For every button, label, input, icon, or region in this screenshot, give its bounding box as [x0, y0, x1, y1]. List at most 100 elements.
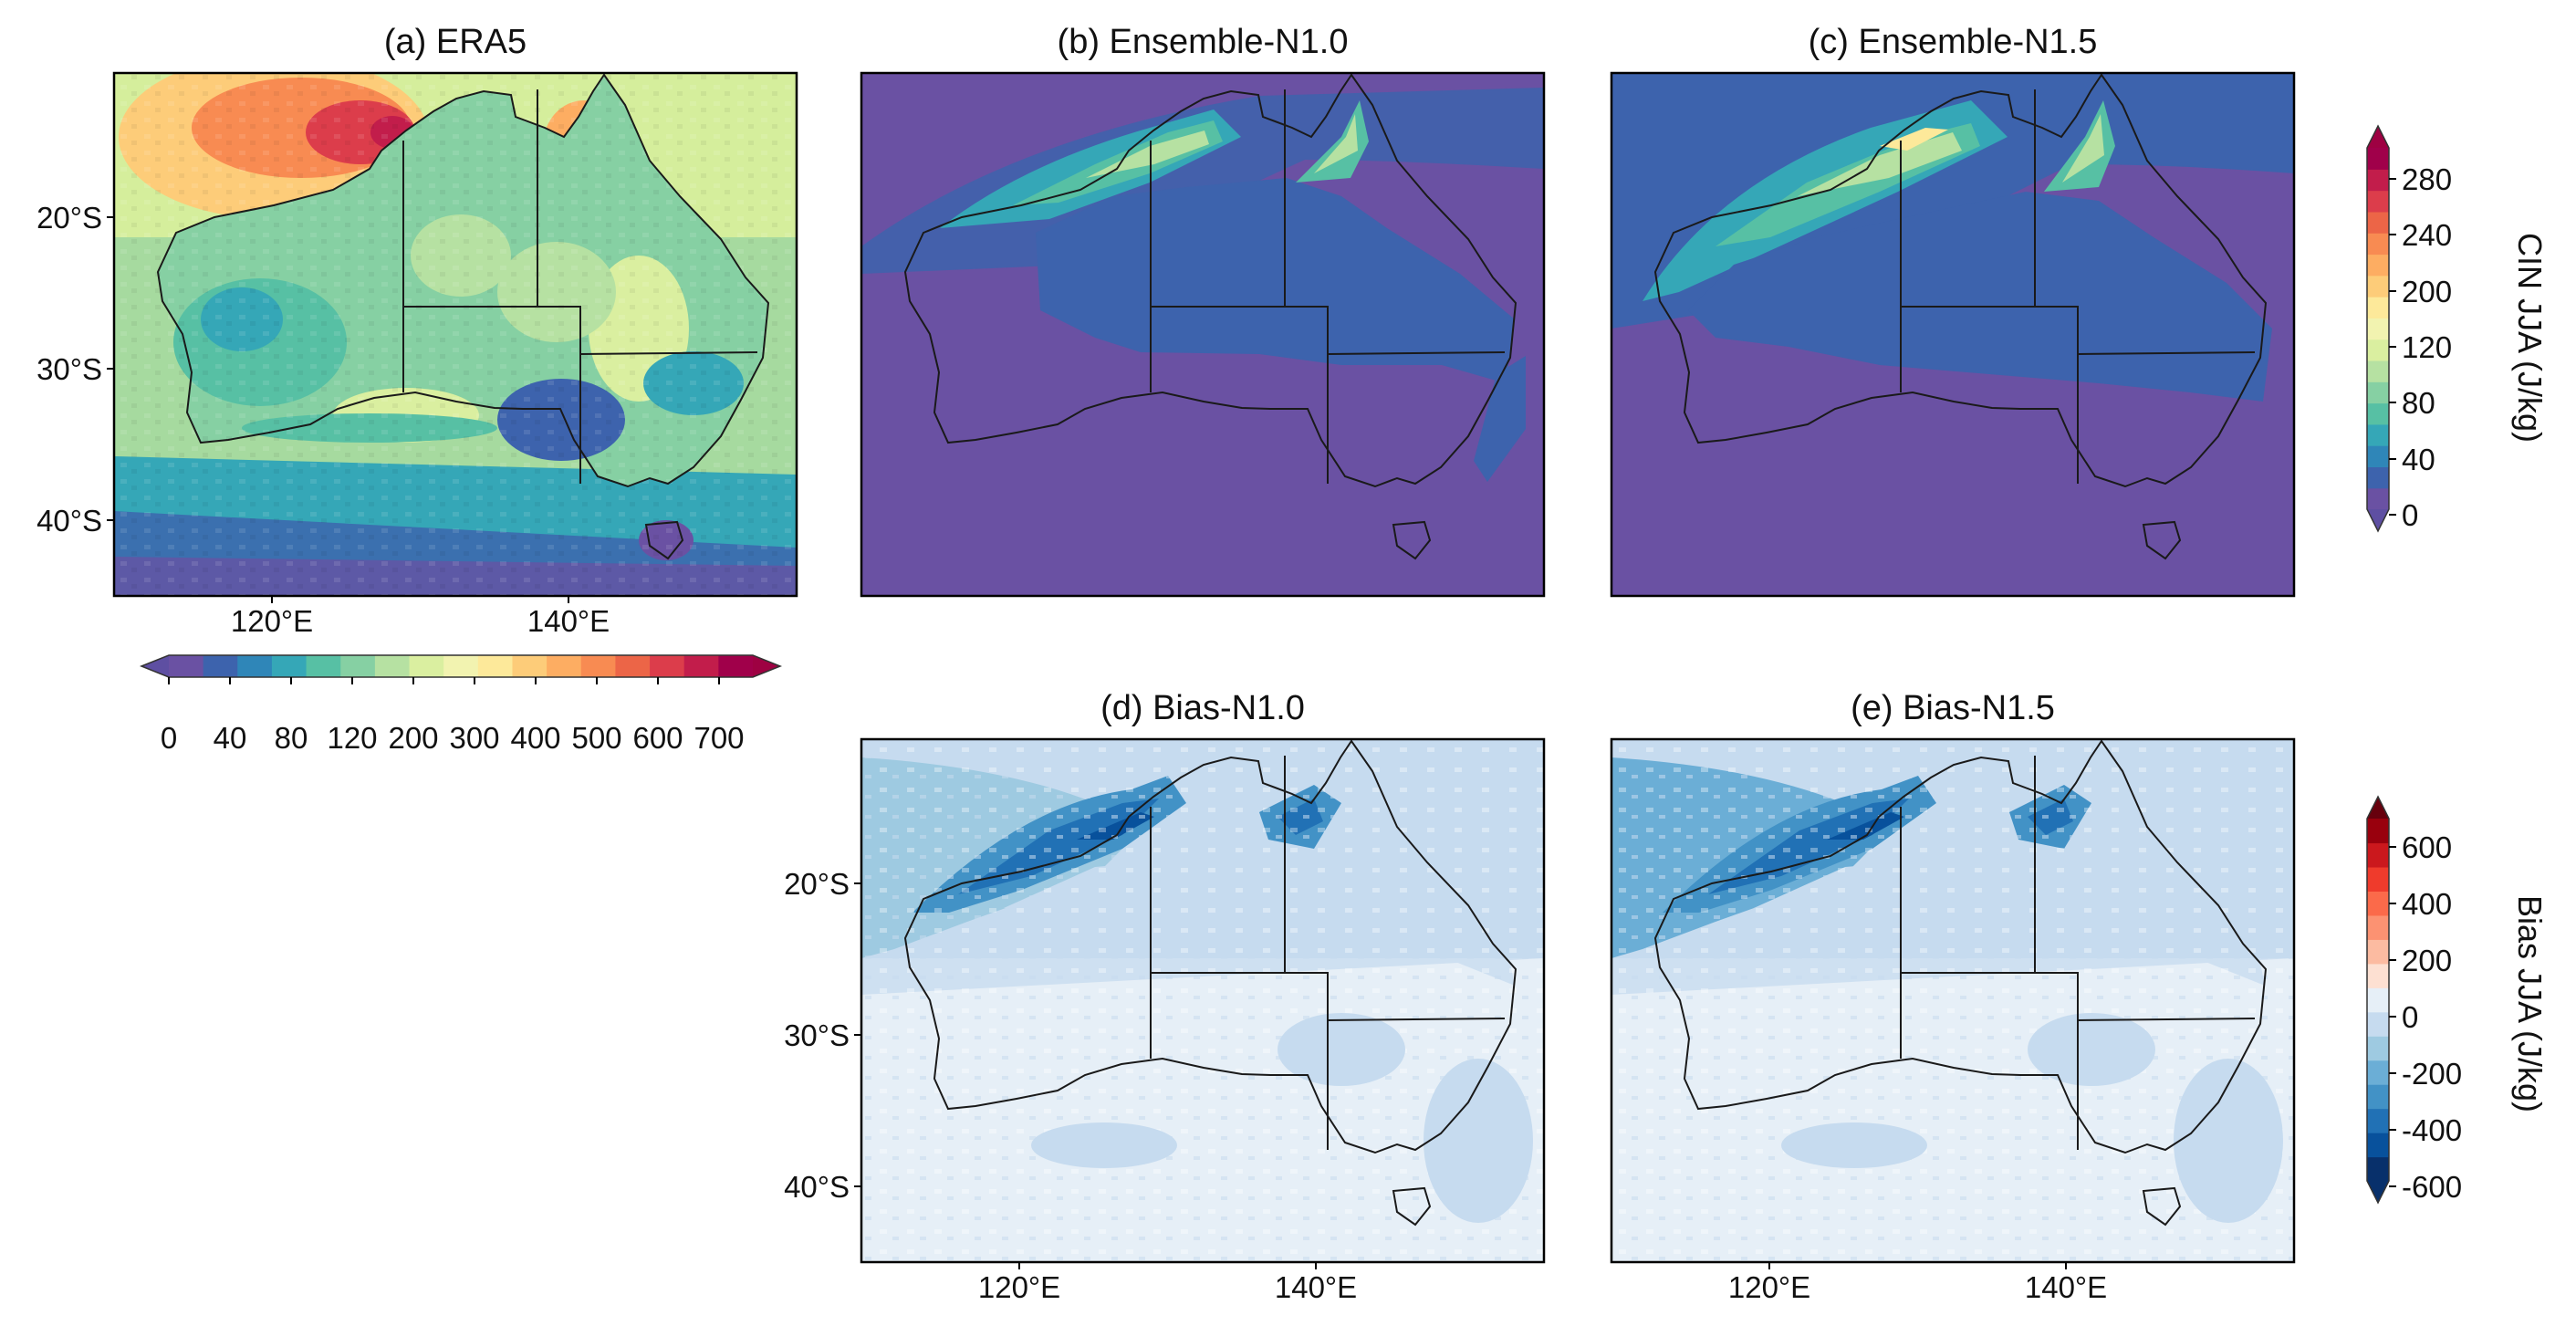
panel-e-lon-label-140: 140°E	[2025, 1270, 2107, 1304]
colorbar-ensemble-tick-label: 40	[2402, 443, 2435, 476]
colorbar-era5-tick-label: 40	[214, 721, 247, 755]
colorbar-ensemble-tick-label: 280	[2402, 162, 2452, 196]
colorbar-segment	[2367, 211, 2389, 234]
colorbar-segment	[2367, 466, 2389, 489]
panel-d-lat-ticks	[854, 882, 861, 1187]
colorbar-ensemble: 0 40 80 120 200 240 280 CIN JJA (J/kg)	[2366, 124, 2549, 533]
colorbar-segment	[2367, 963, 2389, 988]
panel-e: (e) Bias-N1.5 120°	[1610, 689, 2296, 1304]
colorbar-bias-tick-label: 400	[2402, 887, 2452, 921]
panel-a-lon-label-140: 140°E	[527, 604, 610, 638]
colorbar-segment	[2367, 402, 2389, 425]
colorbar-segment	[443, 655, 479, 677]
colorbar-bias-min-extension	[2367, 1181, 2389, 1203]
colorbar-segment	[650, 655, 685, 677]
colorbar-era5-tick-label: 700	[694, 721, 744, 755]
colorbar-segment	[683, 655, 719, 677]
colorbar-segment	[2367, 987, 2389, 1013]
panel-d-lat-label-20: 20°S	[784, 867, 850, 901]
colorbar-segment	[2367, 254, 2389, 277]
panel-a-lat-label-40: 40°S	[37, 504, 102, 538]
panel-e-coastline	[1653, 739, 2268, 1227]
colorbar-bias-tick-label: 200	[2402, 944, 2452, 977]
panel-d-frame	[860, 737, 1546, 1264]
colorbar-segment	[2367, 148, 2389, 170]
panel-a-lat-ticks	[107, 216, 114, 521]
colorbar-segment	[340, 655, 376, 677]
colorbar-segment	[2367, 1133, 2389, 1158]
colorbar-era5-tick-label: 0	[161, 721, 177, 755]
panel-c-coastline	[1653, 73, 2268, 560]
colorbar-segment	[2367, 423, 2389, 446]
panel-e-lon-ticks	[1768, 1262, 2067, 1269]
colorbar-bias-ticks	[2389, 846, 2396, 1187]
panel-a-lon-label-120: 120°E	[231, 604, 313, 638]
panel-d-coastline	[903, 739, 1517, 1227]
colorbar-segment	[2367, 1108, 2389, 1133]
panel-d-lon-ticks	[1018, 1262, 1317, 1269]
colorbar-era5-max-extension	[753, 655, 780, 677]
colorbar-ensemble-max-extension	[2367, 126, 2389, 148]
colorbar-era5: 0 40 80 120 200 300 400 500 600 700	[139, 654, 783, 755]
panel-b-title: (b) Ensemble-N1.0	[1058, 23, 1349, 61]
colorbar-segment	[374, 655, 411, 677]
colorbar-bias-tick-label: -600	[2402, 1170, 2462, 1204]
colorbar-bias-tick-label: 600	[2402, 830, 2452, 864]
colorbar-ensemble-tick-label: 120	[2402, 330, 2452, 364]
colorbar-segment	[512, 655, 548, 677]
colorbar-segment	[2367, 297, 2389, 318]
colorbar-era5-tick-label: 200	[388, 721, 438, 755]
colorbar-segment	[2367, 190, 2389, 213]
colorbar-bias: -600 -400 -200 0 200 400 600 Bias JJA (J…	[2366, 795, 2549, 1205]
colorbar-ensemble-label: CIN JJA (J/kg)	[2511, 233, 2549, 443]
colorbar-era5-tick-label: 120	[327, 721, 377, 755]
colorbar-segment	[306, 655, 341, 677]
panel-a-title: (a) ERA5	[384, 23, 527, 61]
colorbar-bias-tick-label: -400	[2402, 1113, 2462, 1147]
colorbar-era5-tick-label: 300	[449, 721, 499, 755]
panel-a-lat-label-20: 20°S	[37, 201, 102, 235]
colorbar-segment	[2367, 1084, 2389, 1110]
colorbar-era5-ticks	[168, 677, 720, 684]
panel-c-title: (c) Ensemble-N1.5	[1809, 23, 2098, 61]
panel-e-frame	[1610, 737, 2296, 1264]
colorbar-segment	[2367, 1060, 2389, 1085]
colorbar-segment	[2367, 1156, 2389, 1182]
colorbar-segment	[2367, 891, 2389, 916]
panel-b-coastline	[903, 73, 1517, 560]
colorbar-segment	[615, 655, 651, 677]
panel-d-title: (d) Bias-N1.0	[1100, 689, 1305, 727]
colorbar-segment	[409, 655, 444, 677]
colorbar-ensemble-ticks	[2389, 178, 2396, 516]
colorbar-bias-segments	[2367, 819, 2389, 1182]
colorbar-segment	[2367, 866, 2389, 892]
colorbar-bias-label: Bias JJA (J/kg)	[2511, 895, 2549, 1112]
colorbar-ensemble-min-extension	[2367, 509, 2389, 531]
colorbar-segment	[718, 655, 754, 677]
panel-b-frame	[860, 71, 1546, 598]
panel-d-map	[861, 739, 1544, 1262]
colorbar-segment	[203, 655, 238, 677]
colorbar-segment	[2367, 914, 2389, 940]
colorbar-era5-tick-label: 400	[510, 721, 560, 755]
panel-a-frame	[112, 71, 798, 598]
panel-a-map	[114, 73, 797, 596]
colorbar-era5-tick-label: 500	[571, 721, 621, 755]
colorbar-segment	[2367, 939, 2389, 965]
panel-d-lon-label-140: 140°E	[1275, 1270, 1357, 1304]
panel-e-title: (e) Bias-N1.5	[1851, 689, 2055, 727]
colorbar-ensemble-tick-label: 80	[2402, 386, 2435, 420]
colorbar-segment	[2367, 275, 2389, 298]
panel-e-lon-label-120: 120°E	[1728, 1270, 1810, 1304]
colorbar-bias-outline	[2366, 795, 2390, 1205]
colorbar-segment	[2367, 487, 2389, 510]
panel-c: (c) Ensemble-N1.5	[1610, 23, 2296, 598]
panel-d-lat-label-40: 40°S	[784, 1170, 850, 1204]
colorbar-segment	[271, 655, 308, 677]
panel-c-map	[1611, 73, 2294, 596]
colorbar-segment	[2367, 1036, 2389, 1061]
colorbar-segment	[547, 655, 582, 677]
colorbar-segment	[2367, 842, 2389, 868]
panel-e-map	[1611, 739, 2294, 1262]
